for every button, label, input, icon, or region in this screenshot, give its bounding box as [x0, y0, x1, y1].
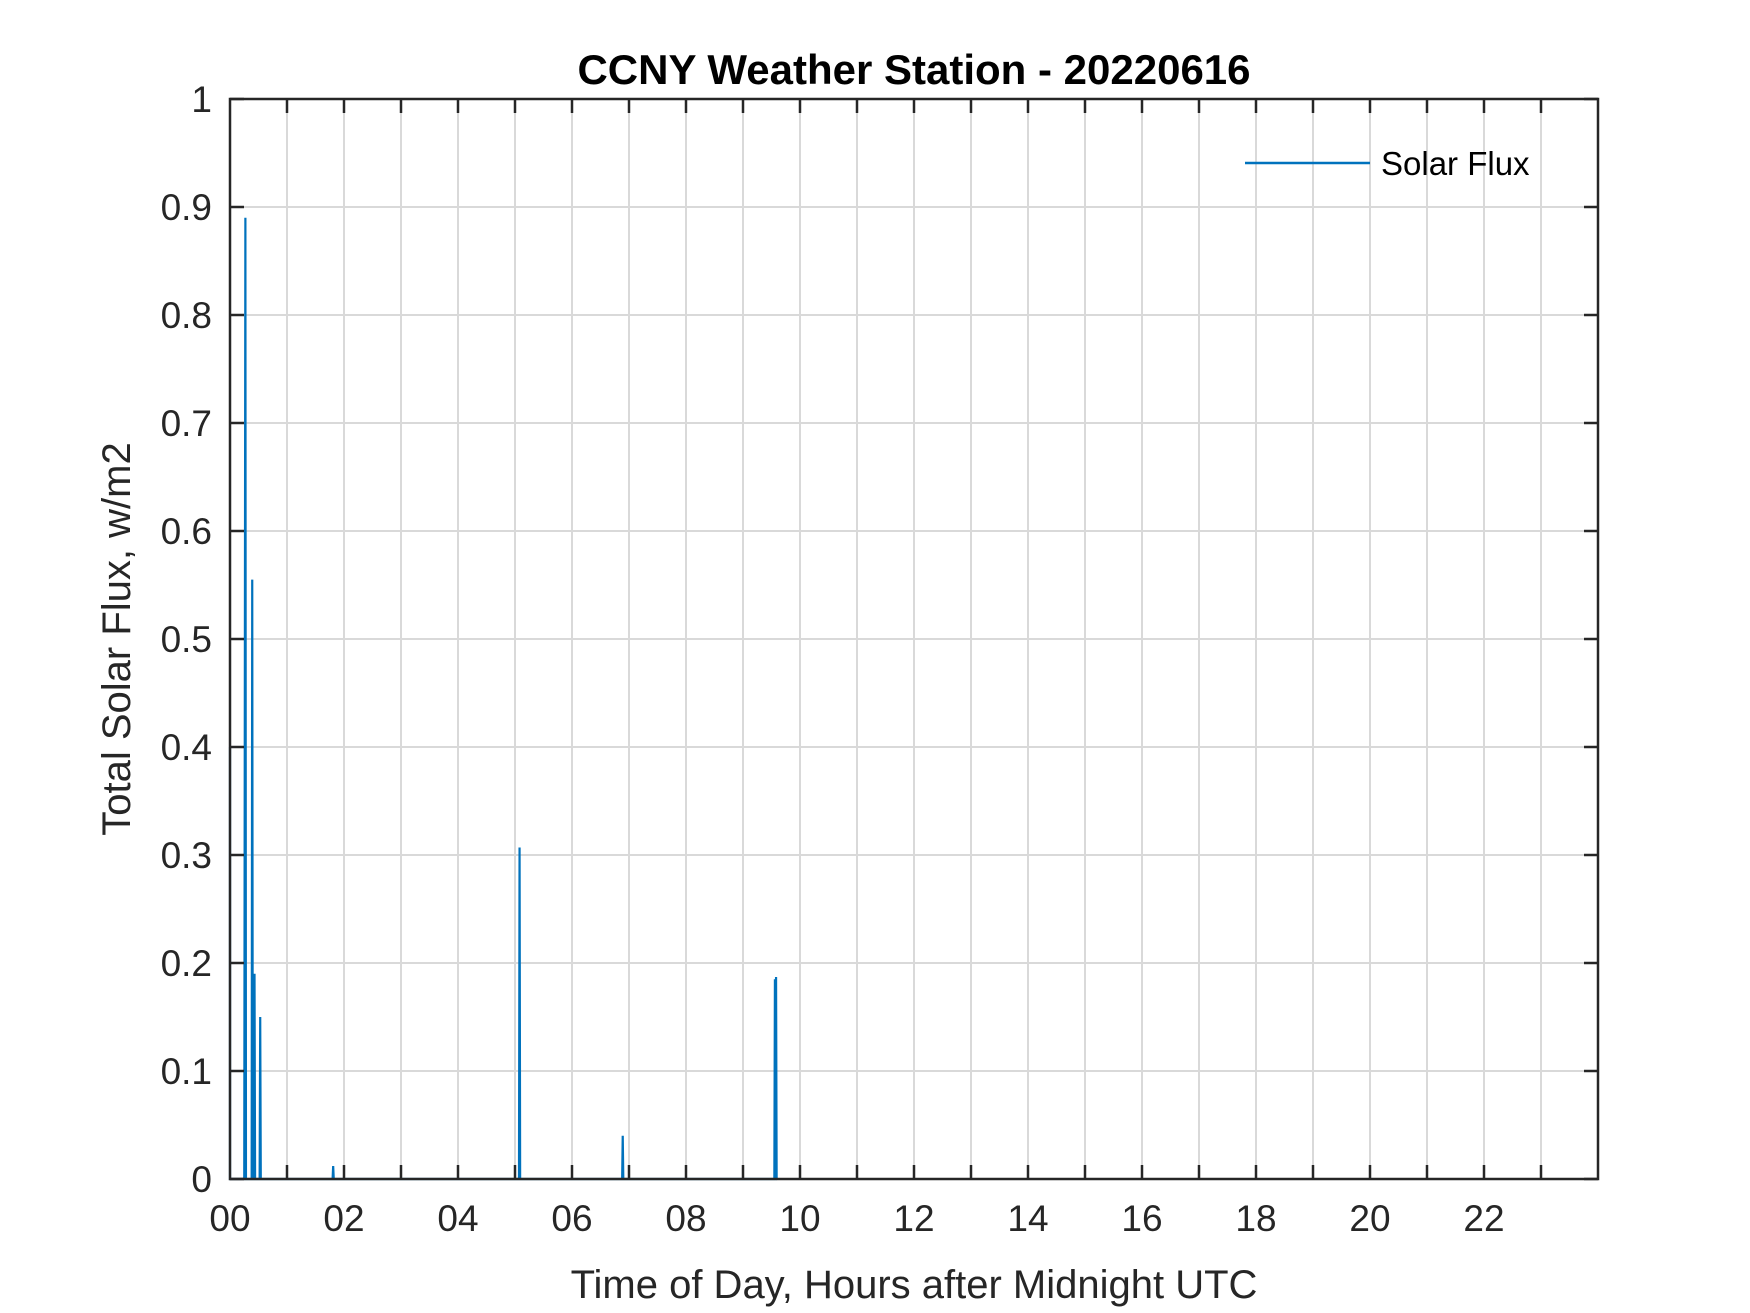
x-tick-label: 02 [323, 1198, 364, 1239]
series-layer [228, 217, 778, 1181]
y-tick-label: 0.9 [161, 187, 212, 228]
y-tick-label: 0 [191, 1159, 212, 1200]
y-tick-label: 0.6 [161, 511, 212, 552]
x-axis-label: Time of Day, Hours after Midnight UTC [571, 1263, 1258, 1307]
y-tick-label: 0.2 [161, 943, 212, 984]
y-tick-label: 0.3 [161, 835, 212, 876]
x-tick-label: 00 [209, 1198, 250, 1239]
y-tick-label: 0.5 [161, 619, 212, 660]
x-tick-label: 18 [1235, 1198, 1276, 1239]
x-tick-label: 10 [779, 1198, 820, 1239]
x-tick-label: 20 [1349, 1198, 1390, 1239]
y-tick-label: 0.7 [161, 403, 212, 444]
x-tick-labels: 00 02 04 06 08 10 12 14 16 18 20 22 [209, 1198, 1504, 1239]
x-tick-label: 04 [437, 1198, 478, 1239]
legend: Solar Flux [1245, 145, 1530, 182]
y-tick-label: 1 [191, 79, 212, 120]
x-tick-label: 12 [893, 1198, 934, 1239]
grid-lines [230, 99, 1598, 1179]
x-tick-label: 14 [1007, 1198, 1048, 1239]
plot-frame [228, 97, 1600, 1181]
y-tick-label: 0.1 [161, 1051, 212, 1092]
chart-title: CCNY Weather Station - 20220616 [577, 46, 1250, 93]
x-tick-label: 16 [1121, 1198, 1162, 1239]
legend-label: Solar Flux [1381, 145, 1530, 182]
x-tick-label: 22 [1463, 1198, 1504, 1239]
y-axis-label: Total Solar Flux, w/m2 [95, 442, 139, 835]
series-line-solar-flux [228, 217, 778, 1181]
y-tick-label: 0.8 [161, 295, 212, 336]
y-tick-labels: 0 0.1 0.2 0.3 0.4 0.5 0.6 0.7 0.8 0.9 1 [161, 79, 212, 1200]
x-tick-label: 06 [551, 1198, 592, 1239]
axis-ticks [230, 97, 1598, 1181]
x-tick-label: 08 [665, 1198, 706, 1239]
y-tick-label: 0.4 [161, 727, 212, 768]
